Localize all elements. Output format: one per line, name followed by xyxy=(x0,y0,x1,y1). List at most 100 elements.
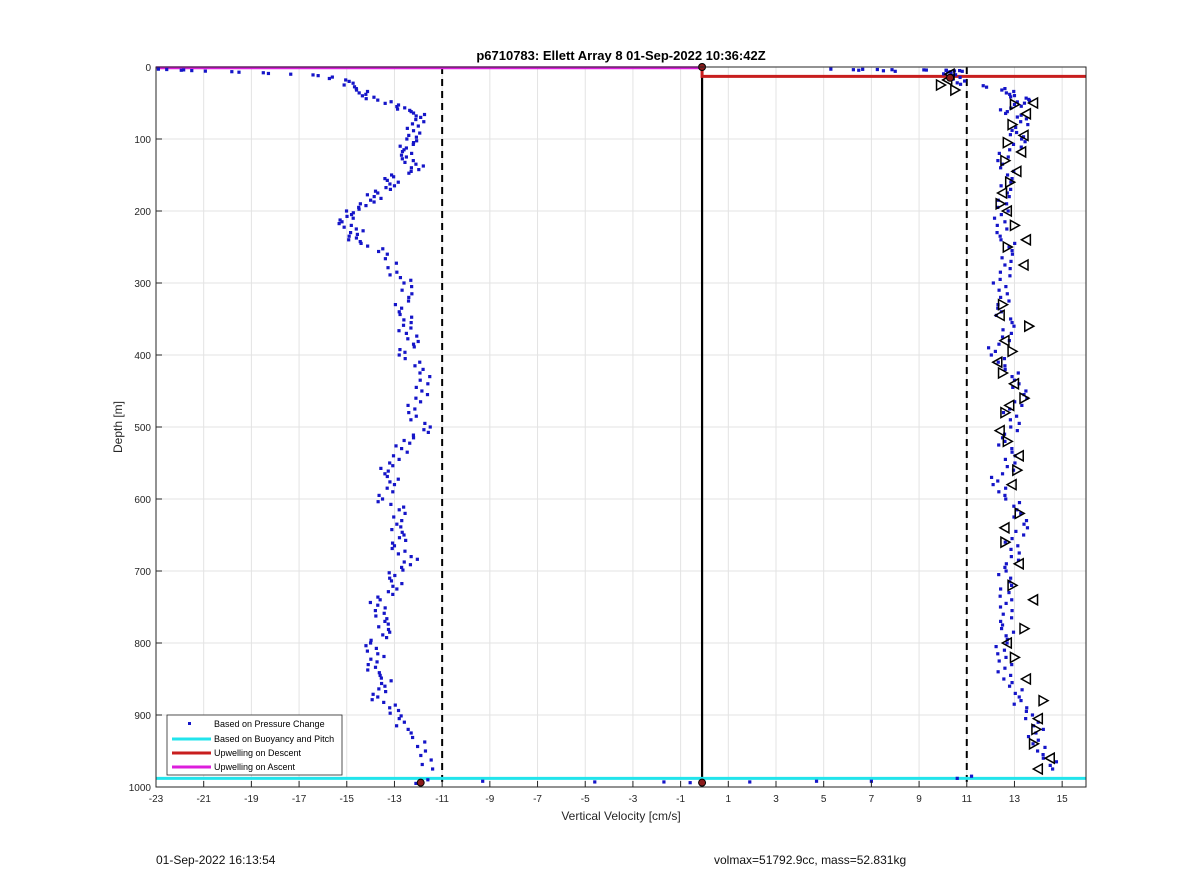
pressure-point xyxy=(395,724,399,728)
legend-label-buoyancy: Based on Buoyancy and Pitch xyxy=(214,734,334,744)
triangle-marker xyxy=(1028,737,1041,751)
pressure-point xyxy=(418,378,422,382)
triangle-marker xyxy=(1024,319,1036,333)
y-axis-label: Depth [m] xyxy=(111,401,125,453)
pressure-point xyxy=(397,717,401,721)
endpoint-marker xyxy=(416,778,425,787)
pressure-point xyxy=(394,444,398,448)
pressure-point xyxy=(1015,130,1019,135)
pressure-point xyxy=(851,68,855,72)
pressure-point xyxy=(409,321,413,325)
pressure-point xyxy=(1036,720,1040,724)
pressure-point xyxy=(960,69,964,73)
pressure-point xyxy=(422,120,426,124)
pressure-point xyxy=(364,204,368,208)
legend-box xyxy=(166,714,343,776)
pressure-point xyxy=(426,382,430,386)
pressure-point xyxy=(1017,551,1021,555)
pressure-point xyxy=(398,312,402,317)
pressure-point xyxy=(410,285,414,289)
pressure-point xyxy=(402,560,406,564)
triangle-marker xyxy=(1012,449,1024,463)
pressure-point xyxy=(408,563,413,567)
pressure-point xyxy=(414,385,418,389)
pressure-point xyxy=(1009,187,1013,191)
pressure-point xyxy=(998,594,1002,598)
x-tick-label: -15 xyxy=(340,794,355,805)
pressure-point xyxy=(382,611,386,615)
triangle-marker xyxy=(1019,233,1032,247)
pressure-point xyxy=(1016,558,1021,562)
triangle-marker xyxy=(995,197,1007,211)
pressure-point xyxy=(354,227,358,231)
pressure-point xyxy=(969,774,974,778)
pressure-point xyxy=(404,155,408,159)
pressure-point xyxy=(1008,418,1013,422)
pressure-point xyxy=(391,464,395,468)
x-tick-label: 5 xyxy=(821,794,827,805)
triangle-marker xyxy=(1017,258,1029,272)
triangle-marker xyxy=(991,355,1003,369)
pressure-point xyxy=(997,151,1001,155)
pressure-point xyxy=(403,160,407,164)
pressure-point xyxy=(1008,267,1012,271)
pressure-point xyxy=(388,187,393,191)
pressure-point xyxy=(357,205,361,209)
footer-timestamp: 01-Sep-2022 16:13:54 xyxy=(156,853,276,867)
pressure-point xyxy=(1003,367,1007,371)
pressure-point xyxy=(1003,565,1007,569)
pressure-point xyxy=(379,466,383,470)
triangle-marker xyxy=(1007,118,1019,131)
pressure-point xyxy=(1012,169,1016,173)
pressure-point xyxy=(403,350,407,354)
triangle-marker xyxy=(1019,672,1032,686)
y-tick-label: 800 xyxy=(134,639,151,650)
pressure-point xyxy=(393,573,397,578)
pressure-point xyxy=(1025,706,1029,710)
pressure-point xyxy=(405,450,409,454)
pressure-point xyxy=(377,493,381,497)
pressure-point xyxy=(1005,173,1010,177)
triangle-marker xyxy=(1002,136,1014,149)
pressure-point xyxy=(366,668,370,672)
pressure-point xyxy=(996,670,1000,674)
triangle-marker xyxy=(993,309,1005,322)
pressure-point xyxy=(165,67,169,72)
pressure-point xyxy=(266,71,271,76)
pressure-point xyxy=(394,261,398,265)
pressure-point xyxy=(1007,684,1012,688)
pressure-point xyxy=(383,472,387,476)
pressure-point xyxy=(1002,357,1007,361)
pressure-point xyxy=(371,692,375,696)
pressure-point xyxy=(376,603,380,607)
pressure-point xyxy=(1000,436,1005,440)
pressure-point xyxy=(384,636,389,640)
pressure-point xyxy=(1013,461,1017,465)
pressure-point xyxy=(385,178,389,182)
pressure-point xyxy=(423,421,427,425)
pressure-point xyxy=(405,137,409,141)
pressure-point xyxy=(1015,115,1019,119)
pressure-point xyxy=(419,753,423,758)
pressure-point xyxy=(392,175,396,179)
pressure-point xyxy=(1000,472,1005,476)
pressure-point xyxy=(999,295,1003,299)
pressure-point xyxy=(1021,135,1026,139)
triangle-marker xyxy=(1005,478,1017,491)
y-tick-label: 1000 xyxy=(129,783,152,794)
y-tick-label: 0 xyxy=(145,63,151,74)
pressure-point xyxy=(411,433,416,437)
pressure-point xyxy=(1017,695,1021,699)
pressure-point xyxy=(1019,699,1023,703)
pressure-point xyxy=(203,69,207,73)
pressure-point xyxy=(996,652,1000,656)
x-axis-label: Vertical Velocity [cm/s] xyxy=(561,809,680,823)
pressure-point xyxy=(423,749,428,753)
pressure-point xyxy=(998,270,1002,274)
pressure-point xyxy=(1010,583,1014,587)
triangle-marker xyxy=(1043,751,1055,765)
pressure-point xyxy=(1014,125,1018,130)
pressure-point xyxy=(399,153,404,157)
pressure-point xyxy=(345,214,349,218)
pressure-point xyxy=(1005,641,1009,645)
